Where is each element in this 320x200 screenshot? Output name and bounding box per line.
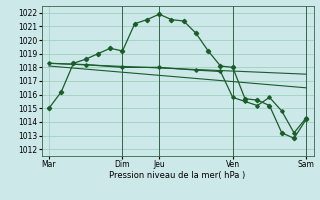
X-axis label: Pression niveau de la mer( hPa ): Pression niveau de la mer( hPa ) xyxy=(109,171,246,180)
